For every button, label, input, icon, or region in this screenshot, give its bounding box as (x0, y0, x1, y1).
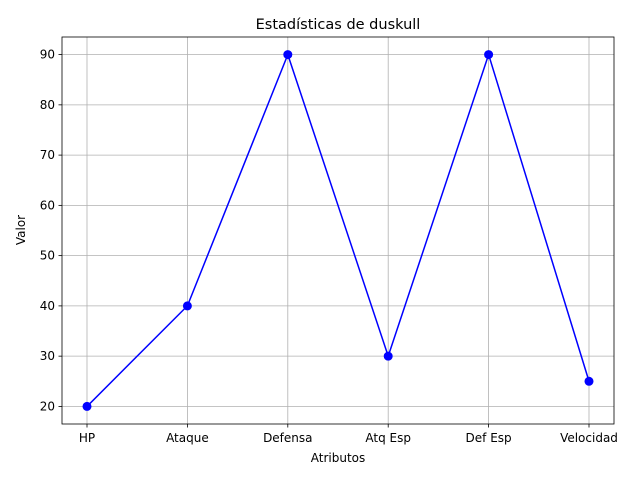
x-tick-label: HP (79, 431, 95, 445)
y-tick-label: 40 (40, 299, 55, 313)
series-line-layer (86, 53, 590, 407)
x-tick-label: Defensa (263, 431, 312, 445)
x-tick-label: Atq Esp (365, 431, 411, 445)
series-markers (82, 50, 594, 411)
data-point (283, 50, 293, 60)
y-tick-label: 70 (40, 148, 55, 162)
y-tick-label: 80 (40, 98, 55, 112)
y-axis-ticks: 20 30 40 50 60 70 80 90 (40, 48, 62, 413)
y-axis-label: Valor (14, 215, 28, 245)
x-tick-label: Def Esp (466, 431, 512, 445)
grid (62, 37, 614, 424)
plot-frame (61, 36, 615, 425)
y-tick-label: 60 (40, 198, 55, 212)
data-point (182, 301, 192, 311)
data-point (584, 376, 594, 386)
x-axis-label: Atributos (311, 451, 366, 465)
data-point (484, 50, 494, 60)
x-axis-ticks: HP Ataque Defensa Atq Esp Def Esp Velocidad (79, 424, 618, 445)
x-tick-label: Ataque (166, 431, 209, 445)
y-tick-label: 90 (40, 48, 55, 62)
y-tick-label: 30 (40, 349, 55, 363)
data-point (383, 351, 393, 361)
series-line (86, 53, 590, 407)
y-tick-label: 20 (40, 399, 55, 413)
chart-title: Estadísticas de duskull (256, 17, 421, 33)
y-tick-label: 50 (40, 249, 55, 263)
x-tick-label: Velocidad (560, 431, 618, 445)
data-point (82, 401, 92, 411)
